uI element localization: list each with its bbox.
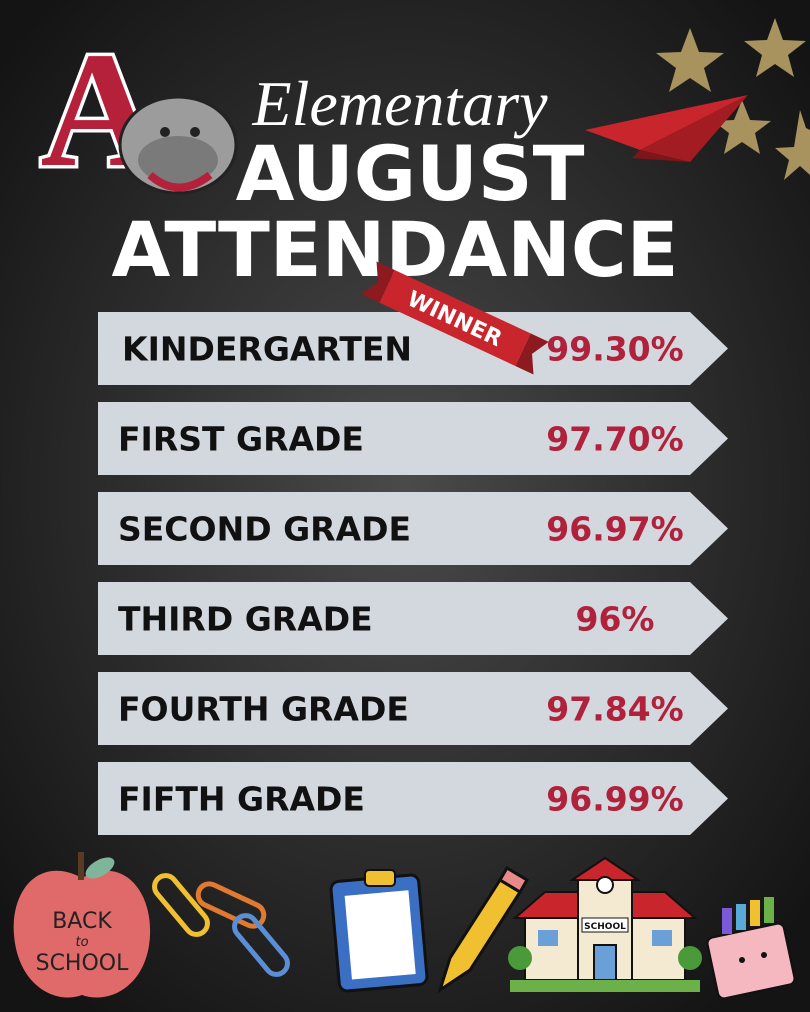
- grade-label: FIRST GRADE: [118, 420, 364, 459]
- row: FOURTH GRADE 97.84%: [98, 672, 728, 745]
- row-banner: [98, 762, 728, 835]
- row: FIFTH GRADE 96.99%: [98, 762, 728, 835]
- attendance-value: 97.70%: [546, 420, 683, 459]
- grade-label: THIRD GRADE: [118, 600, 373, 639]
- attendance-value: 96.99%: [546, 780, 683, 819]
- subtitle: Elementary: [252, 68, 549, 139]
- row: THIRD GRADE 96%: [98, 582, 728, 655]
- attendance-value: 99.30%: [546, 330, 683, 369]
- row: FIRST GRADE 97.70%: [98, 402, 728, 475]
- building-sign: SCHOOL: [584, 922, 626, 932]
- paper-plane: [585, 95, 748, 162]
- attendance-value: 97.84%: [546, 690, 683, 729]
- grade-label: SECOND GRADE: [118, 510, 411, 549]
- row: KINDERGARTEN 99.30%: [98, 312, 728, 385]
- paperclips: [152, 873, 290, 977]
- logo: A: [37, 15, 238, 205]
- row-banner: [98, 492, 728, 565]
- title-line1: AUGUST: [236, 129, 585, 218]
- grade-label: KINDERGARTEN: [122, 330, 412, 369]
- row-banner: [98, 402, 728, 475]
- grade-label: FOURTH GRADE: [118, 690, 409, 729]
- stars: [656, 18, 810, 180]
- apple-line2: to: [75, 935, 88, 950]
- clipboard: [329, 869, 429, 993]
- rows: KINDERGARTEN 99.30% FIRST GRADE 97.70% SECON…: [98, 312, 728, 835]
- row-banner: [98, 582, 728, 655]
- school-building: SCHOOL: [508, 856, 702, 992]
- apple-line3: SCHOOL: [36, 951, 130, 976]
- grade-label: FIFTH GRADE: [118, 780, 365, 819]
- attendance-value: 96%: [576, 600, 655, 639]
- attendance-value: 96.97%: [546, 510, 683, 549]
- pencil: [437, 865, 530, 994]
- row-banner: [98, 672, 728, 745]
- crayon-box: [706, 897, 796, 1000]
- row: SECOND GRADE 96.97%: [98, 492, 728, 565]
- row-banner: [98, 312, 728, 385]
- apple-line1: BACK: [52, 909, 112, 934]
- apple: BACK to SCHOOL: [13, 852, 151, 998]
